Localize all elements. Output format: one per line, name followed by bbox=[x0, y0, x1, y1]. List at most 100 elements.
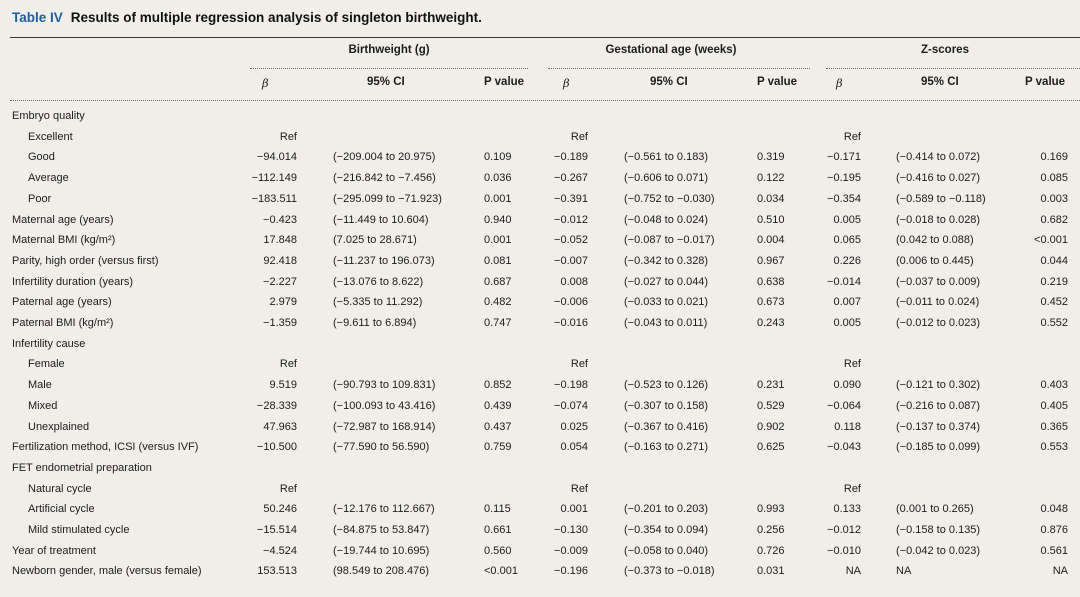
cell-ci-z-score: (−0.011 to 0.024) bbox=[896, 296, 980, 309]
table-row: Paternal age (years) 2.979 (−5.335 to 11.2… bbox=[0, 292, 1080, 313]
cell-beta-birthweight: −4.524 bbox=[263, 544, 297, 557]
cell-ci-birthweight: (−13.076 to 8.622) bbox=[333, 275, 424, 288]
cell-beta-gestational-age: −0.198 bbox=[554, 379, 588, 392]
cell-beta-z-score: −0.014 bbox=[827, 275, 861, 288]
cell-beta-gestational-age: 0.025 bbox=[560, 420, 588, 433]
cell-beta-birthweight: −28.339 bbox=[256, 399, 297, 412]
cell-p-birthweight: 0.115 bbox=[484, 503, 511, 516]
cell-p-birthweight: 0.439 bbox=[484, 399, 512, 412]
cell-p-gestational-age: 0.993 bbox=[757, 503, 785, 516]
cell-beta-z-score: 0.090 bbox=[833, 379, 861, 392]
group-rule-z-scores bbox=[826, 68, 1080, 69]
cell-ci-z-score: NA bbox=[896, 565, 912, 578]
table-number: Table IV bbox=[12, 10, 63, 25]
cell-beta-birthweight: −15.514 bbox=[256, 524, 297, 536]
cell-ci-gestational-age: (−0.342 to 0.328) bbox=[624, 254, 709, 267]
cell-beta-birthweight: −1.359 bbox=[263, 317, 297, 329]
cell-beta-birthweight: −94.014 bbox=[256, 151, 297, 164]
cell-p-gestational-age: 0.638 bbox=[757, 275, 785, 288]
cell-beta-z-score: Ref bbox=[843, 130, 861, 143]
cell-p-gestational-age: 0.231 bbox=[757, 379, 785, 392]
cell-ci-birthweight: (−295.099 to −71.923) bbox=[333, 192, 442, 205]
cell-ci-gestational-age: (−0.373 to −0.018) bbox=[624, 565, 715, 578]
cell-ci-birthweight: (−19.744 to 10.695) bbox=[333, 544, 430, 557]
cell-beta-gestational-age: Ref bbox=[570, 130, 588, 143]
cell-ci-birthweight: (−216.842 to −7.456) bbox=[333, 172, 436, 185]
table-row: Male 9.519 (−90.793 to 109.831) 0.852 −0.198… bbox=[0, 375, 1080, 396]
row-label: FET endometrial preparation bbox=[12, 461, 152, 474]
col-header-beta-3: β bbox=[836, 76, 843, 90]
cell-p-birthweight: 0.109 bbox=[484, 151, 512, 164]
cell-beta-birthweight: 153.513 bbox=[257, 565, 297, 578]
cell-beta-gestational-age: −0.012 bbox=[554, 213, 588, 226]
table-row: Excellent Ref Ref Ref bbox=[0, 127, 1080, 148]
cell-ci-birthweight: (−12.176 to 112.667) bbox=[333, 503, 435, 516]
cell-beta-birthweight: −10.500 bbox=[256, 441, 297, 454]
cell-p-z-score: 0.452 bbox=[1040, 296, 1068, 309]
cell-ci-z-score: (−0.012 to 0.023) bbox=[896, 317, 981, 329]
cell-p-gestational-age: 0.529 bbox=[757, 399, 785, 412]
cell-beta-birthweight: −112.149 bbox=[251, 172, 297, 185]
cell-ci-z-score: (−0.185 to 0.099) bbox=[896, 441, 981, 454]
cell-p-z-score: 0.048 bbox=[1040, 503, 1068, 516]
cell-beta-birthweight: 2.979 bbox=[269, 296, 297, 309]
group-header-birthweight: Birthweight (g) bbox=[348, 44, 430, 56]
cell-beta-z-score: 0.007 bbox=[833, 296, 861, 309]
cell-ci-birthweight: (−11.237 to 196.073) bbox=[333, 254, 435, 267]
row-label: Maternal BMI (kg/m²) bbox=[12, 234, 116, 247]
cell-p-z-score: 0.219 bbox=[1040, 275, 1068, 288]
cell-p-z-score: 0.365 bbox=[1040, 420, 1068, 433]
cell-beta-birthweight: Ref bbox=[279, 130, 297, 143]
cell-ci-z-score: (−0.416 to 0.027) bbox=[896, 172, 981, 185]
cell-ci-birthweight: (−77.590 to 56.590) bbox=[333, 441, 430, 454]
cell-ci-z-score: (0.001 to 0.265) bbox=[896, 503, 974, 516]
cell-beta-z-score: 0.005 bbox=[833, 317, 861, 329]
cell-ci-z-score: (−0.037 to 0.009) bbox=[896, 275, 981, 288]
table-row: Maternal BMI (kg/m²) 17.848 (7.025 to 28.6… bbox=[0, 230, 1080, 251]
cell-ci-z-score: (−0.216 to 0.087) bbox=[896, 399, 981, 412]
cell-ci-gestational-age: (−0.561 to 0.183) bbox=[624, 151, 709, 164]
col-header-p-1: P value bbox=[484, 76, 525, 88]
row-label: Embryo quality bbox=[12, 110, 85, 122]
cell-beta-z-score: Ref bbox=[843, 482, 861, 495]
cell-beta-gestational-age: −0.391 bbox=[554, 192, 588, 205]
cell-p-z-score: 0.405 bbox=[1040, 399, 1068, 412]
cell-p-z-score: <0.001 bbox=[1034, 234, 1068, 247]
cell-p-gestational-age: 0.625 bbox=[757, 441, 785, 454]
row-label: Mixed bbox=[28, 399, 58, 412]
row-label: Year of treatment bbox=[12, 544, 96, 557]
table-row: Poor −183.511 (−295.099 to −71.923) 0.001 −0… bbox=[0, 189, 1080, 210]
cell-beta-birthweight: Ref bbox=[279, 482, 297, 495]
cell-ci-z-score: (0.006 to 0.445) bbox=[896, 254, 974, 267]
cell-p-z-score: 0.085 bbox=[1040, 172, 1068, 185]
cell-beta-birthweight: Ref bbox=[279, 358, 297, 371]
cell-p-gestational-age: 0.510 bbox=[757, 213, 785, 226]
cell-ci-z-score: (−0.589 to −0.118) bbox=[896, 192, 986, 205]
cell-beta-gestational-age: 0.001 bbox=[560, 503, 588, 516]
table-row: Infertility cause bbox=[0, 334, 1080, 355]
cell-p-z-score: 0.561 bbox=[1040, 544, 1068, 557]
row-label: Artificial cycle bbox=[28, 503, 95, 516]
cell-ci-gestational-age: (−0.163 to 0.271) bbox=[624, 441, 709, 454]
cell-ci-gestational-age: (−0.033 to 0.021) bbox=[624, 296, 709, 309]
cell-beta-z-score: 0.133 bbox=[833, 503, 861, 516]
table-row: Mild stimulated cycle −15.514 (−84.875 to … bbox=[0, 520, 1080, 541]
row-label: Newborn gender, male (versus female) bbox=[12, 565, 202, 578]
cell-ci-z-score: (−0.158 to 0.135) bbox=[896, 524, 981, 536]
cell-ci-birthweight: (−9.611 to 6.894) bbox=[333, 317, 417, 329]
row-label: Female bbox=[28, 358, 65, 371]
cell-p-z-score: 0.682 bbox=[1040, 213, 1068, 226]
cell-beta-birthweight: 50.246 bbox=[263, 503, 297, 516]
table-title: Results of multiple regression analysis … bbox=[70, 10, 482, 25]
cell-beta-z-score: 0.065 bbox=[833, 234, 861, 247]
table-row: Maternal age (years) −0.423 (−11.449 to 10… bbox=[0, 210, 1080, 231]
cell-beta-birthweight: 9.519 bbox=[269, 379, 297, 392]
table-row: Year of treatment −4.524 (−19.744 to 10.69… bbox=[0, 541, 1080, 562]
table-row: Newborn gender, male (versus female) 153.… bbox=[0, 561, 1080, 582]
cell-beta-z-score: −0.195 bbox=[827, 172, 861, 185]
cell-ci-birthweight: (−11.449 to 10.604) bbox=[333, 213, 429, 226]
cell-beta-birthweight: −2.227 bbox=[263, 275, 297, 288]
cell-p-gestational-age: 0.034 bbox=[757, 192, 785, 205]
cell-ci-gestational-age: (−0.367 to 0.416) bbox=[624, 420, 709, 433]
cell-ci-z-score: (−0.121 to 0.302) bbox=[896, 379, 981, 392]
